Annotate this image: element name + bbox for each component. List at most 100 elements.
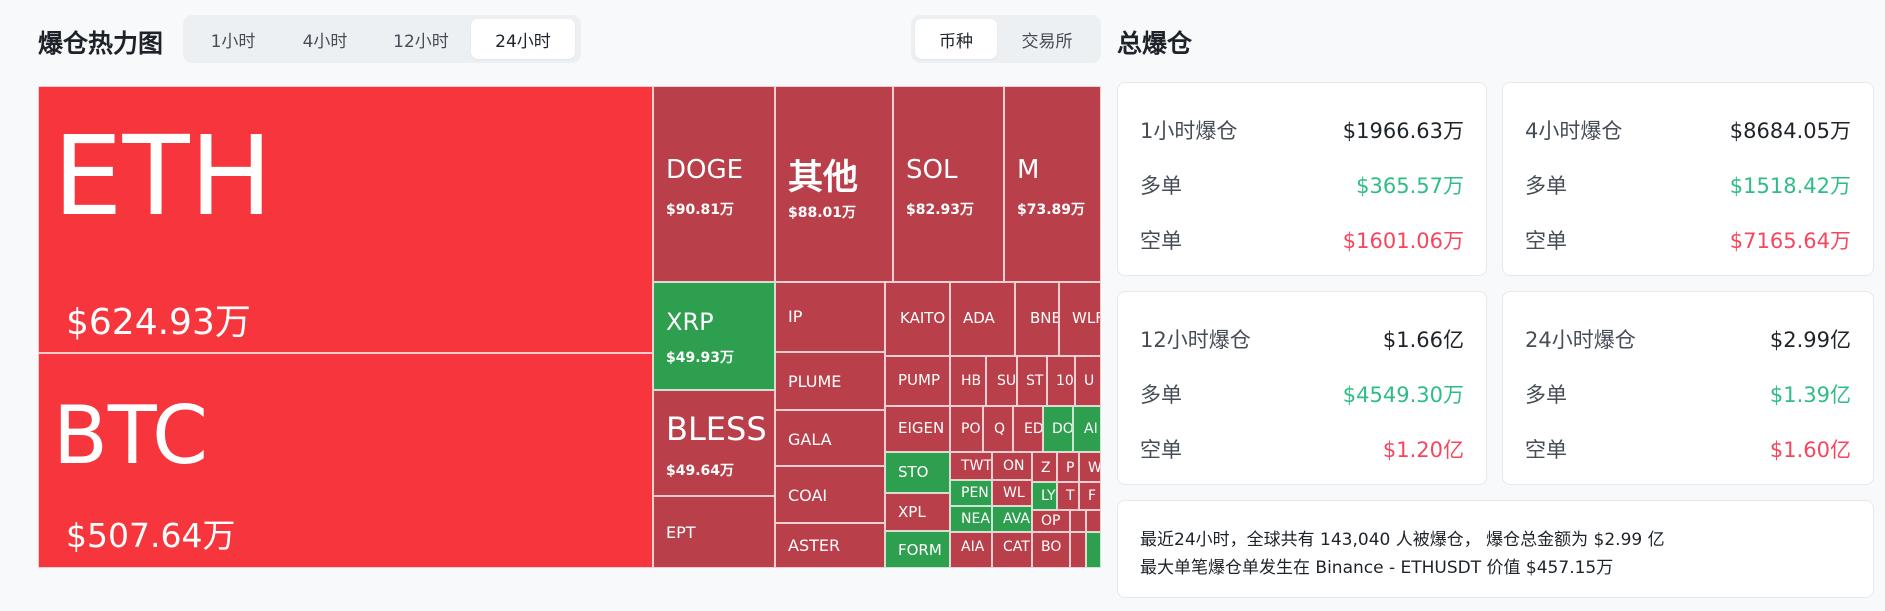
tile-symbol: DOGE (666, 155, 744, 185)
stats-card-24h: 24小时爆仓 $2.99亿 多单 $1.39亿 空单 $1.60亿 (1502, 291, 1874, 485)
tile-sto[interactable]: STO (885, 452, 950, 493)
tile-coai[interactable]: COAI (775, 466, 885, 523)
short-value: $7165.64万 (1729, 229, 1851, 253)
long-value: $1518.42万 (1729, 174, 1851, 198)
tile-z[interactable]: Z (1032, 452, 1057, 482)
tile-wlfi[interactable]: WLFI (1059, 282, 1101, 356)
tile-hb[interactable]: HB (950, 356, 986, 406)
tile-small-b[interactable] (1086, 510, 1101, 532)
tile-symbol: BTC (53, 389, 208, 482)
tile-aia[interactable]: AIA (950, 532, 992, 568)
tile-plume[interactable]: PLUME (775, 352, 885, 410)
tile-cat[interactable]: CAT (992, 532, 1032, 568)
tile-symbol: BNB (1030, 309, 1059, 327)
tile-po[interactable]: PO (950, 406, 983, 452)
summary-card: 最近24小时，全球共有 143,040 人被爆仓， 爆仓总金额为 $2.99 亿… (1117, 500, 1874, 598)
tile-eigen[interactable]: EIGEN (885, 406, 950, 452)
tab-4h[interactable]: 4小时 (302, 31, 348, 52)
tile-su[interactable]: SU (986, 356, 1017, 406)
long-value: $1.39亿 (1769, 383, 1851, 407)
tile-value: $49.93万 (666, 350, 735, 366)
tile-ept[interactable]: EPT (653, 496, 775, 568)
card-total: $8684.05万 (1729, 119, 1851, 143)
tile-u[interactable]: U (1075, 356, 1101, 406)
stats-card-1h: 1小时爆仓 $1966.63万 多单 $365.57万 空单 $1601.06万 (1117, 82, 1487, 276)
tab-12h[interactable]: 12小时 (393, 31, 449, 52)
card-title: 4小时爆仓 (1525, 119, 1623, 143)
tile-form[interactable]: FORM (885, 531, 950, 568)
tile-ada[interactable]: ADA (950, 282, 1015, 356)
view-tabs: 币种 交易所 (911, 15, 1101, 63)
tile-xrp[interactable]: XRP $49.93万 (653, 282, 775, 390)
tile-value: $49.64万 (666, 463, 735, 479)
tile-doge[interactable]: DOGE $90.81万 (653, 86, 775, 282)
tile-sol[interactable]: SOL $82.93万 (893, 86, 1004, 282)
tile-other[interactable]: 其他 $88.01万 (775, 86, 893, 282)
tile-w[interactable]: W (1079, 452, 1101, 482)
tile-ai[interactable]: AI (1073, 406, 1101, 452)
tile-small-a[interactable] (1070, 510, 1086, 532)
tile-eth[interactable]: ETH $624.93万 (38, 86, 653, 353)
summary-line-1: 最近24小时，全球共有 143,040 人被爆仓， 爆仓总金额为 $2.99 亿 (1140, 530, 1665, 550)
tile-symbol: PEN (961, 485, 989, 501)
heatmap-title: 爆仓热力图 (38, 29, 164, 58)
tile-symbol: BO (1041, 539, 1062, 555)
tab-by-exchange[interactable]: 交易所 (1021, 31, 1073, 52)
short-label: 空单 (1140, 229, 1182, 253)
tile-symbol: DO (1052, 421, 1073, 437)
tile-symbol: PO (961, 421, 981, 437)
tile-do[interactable]: DO (1043, 406, 1073, 452)
tile-bnb[interactable]: BNB (1015, 282, 1059, 356)
summary-line-2: 最大单笔爆仓单发生在 Binance - ETHUSDT 价值 $457.15万 (1140, 558, 1614, 578)
short-value: $1601.06万 (1342, 229, 1464, 253)
tile-symbol: LY (1041, 488, 1056, 504)
tile-bless[interactable]: BLESS $49.64万 (653, 390, 775, 496)
tile-ly[interactable]: LY (1032, 482, 1057, 510)
tile-symbol: T (1066, 488, 1075, 504)
tile-small-c[interactable] (1070, 532, 1086, 568)
tile-t[interactable]: T (1057, 482, 1079, 510)
tile-ed[interactable]: ED (1013, 406, 1043, 452)
long-value: $365.57万 (1356, 174, 1464, 198)
tile-xpl[interactable]: XPL (885, 493, 950, 531)
tile-symbol: EPT (666, 523, 696, 542)
tile-symbol: SU (997, 373, 1017, 389)
tab-24h[interactable]: 24小时 (471, 19, 575, 59)
tile-bo[interactable]: BO (1032, 532, 1070, 568)
tile-p[interactable]: P (1057, 452, 1079, 482)
tile-ip[interactable]: IP (775, 282, 885, 352)
tile-symbol: Z (1041, 460, 1051, 476)
tile-wl[interactable]: WL (992, 480, 1032, 506)
tile-symbol: P (1066, 460, 1075, 476)
tile-symbol: FORM (898, 541, 942, 559)
tile-on[interactable]: ON (992, 452, 1032, 480)
tile-10[interactable]: 10 (1047, 356, 1075, 406)
tile-btc[interactable]: BTC $507.64万 (38, 353, 653, 568)
stats-card-4h: 4小时爆仓 $8684.05万 多单 $1518.42万 空单 $7165.64… (1502, 82, 1874, 276)
long-value: $4549.30万 (1342, 383, 1464, 407)
tile-pump[interactable]: PUMP (885, 356, 950, 406)
tile-kaito[interactable]: KAITO (885, 282, 950, 356)
tile-symbol: WL (1003, 485, 1025, 501)
tile-m[interactable]: M $73.89万 (1004, 86, 1101, 282)
tile-pen[interactable]: PEN (950, 480, 992, 506)
tile-st[interactable]: ST (1017, 356, 1047, 406)
tile-small-d[interactable] (1086, 532, 1101, 568)
long-label: 多单 (1140, 383, 1182, 407)
tile-symbol: F (1088, 488, 1097, 504)
tile-op[interactable]: OP (1032, 510, 1070, 532)
tile-symbol: TWT (961, 458, 992, 474)
tile-f[interactable]: F (1079, 482, 1101, 510)
tile-symbol: PUMP (898, 371, 941, 389)
tab-1h[interactable]: 1小时 (210, 31, 256, 52)
tile-aster[interactable]: ASTER (775, 523, 885, 568)
tile-ava[interactable]: AVA (992, 506, 1032, 532)
tile-q[interactable]: Q (983, 406, 1013, 452)
tile-twt[interactable]: TWT (950, 452, 992, 480)
tab-by-coin[interactable]: 币种 (915, 19, 997, 59)
tile-value: $507.64万 (66, 516, 236, 555)
card-title: 12小时爆仓 (1140, 328, 1251, 352)
tile-gala[interactable]: GALA (775, 410, 885, 466)
tile-nea[interactable]: NEA (950, 506, 992, 532)
tile-symbol: KAITO (900, 309, 946, 327)
